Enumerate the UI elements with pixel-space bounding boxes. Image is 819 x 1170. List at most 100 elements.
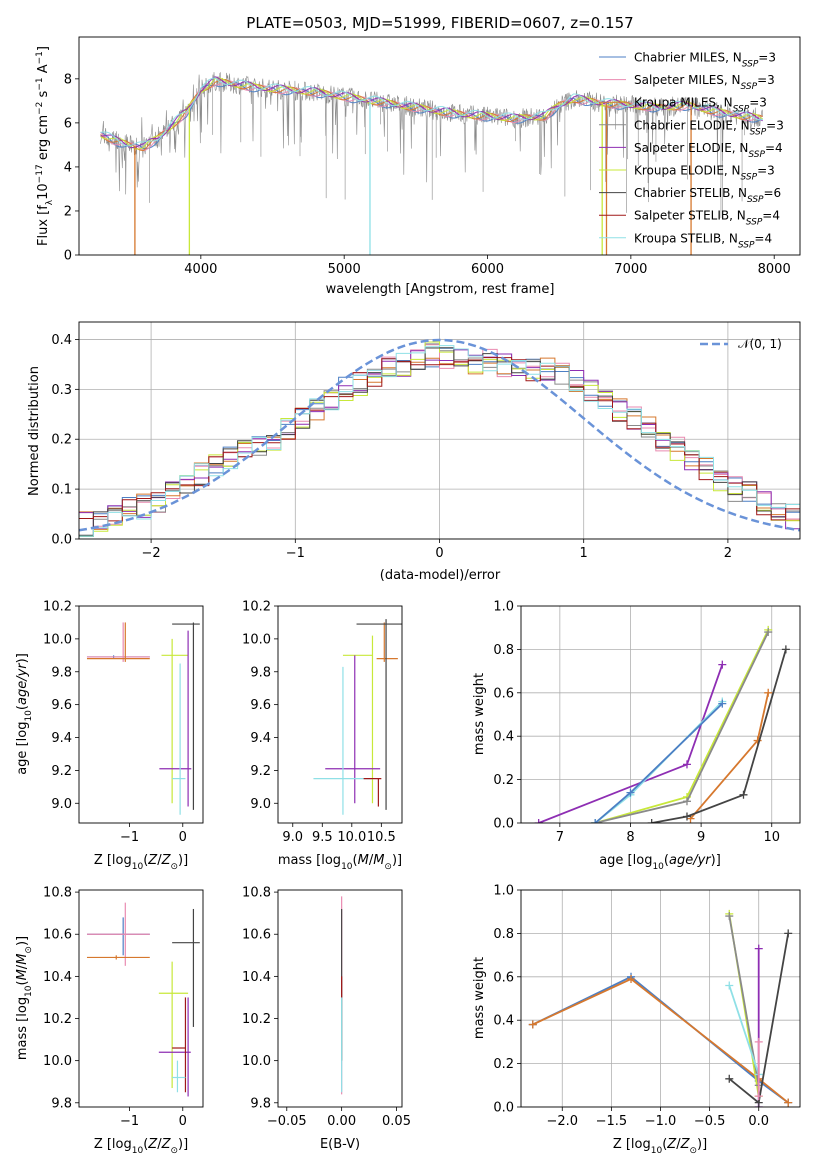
label-fragment: Kroupa MILES, N	[634, 96, 733, 110]
label-fragment: Salpeter STELIB, N	[634, 209, 746, 223]
label-fragment: 10	[24, 985, 34, 997]
y-tick-label: 10.4	[242, 970, 271, 985]
label-fragment: (	[143, 1137, 148, 1152]
label-fragment: =4	[762, 209, 780, 223]
label-fragment: =3	[749, 96, 767, 110]
label-fragment: Z	[147, 853, 158, 868]
data-point	[647, 819, 656, 823]
series-kroupa_miles	[532, 977, 789, 1104]
label-fragment: ]	[36, 46, 51, 51]
data-point	[528, 1020, 537, 1029]
y-tick-label: 10.0	[43, 1054, 72, 1069]
x-tick-label: 10	[763, 830, 780, 845]
label-fragment: )]	[178, 1137, 188, 1152]
y-tick-label: 10.0	[43, 632, 72, 647]
label-fragment: −1	[35, 51, 45, 64]
y-axis-label: age [log10(age/yr)]	[15, 653, 34, 775]
y-tick-label: 10.2	[242, 600, 271, 615]
legend-entry: Chabrier ELODIE, NSSP=3	[634, 118, 784, 137]
x-tick-label: 6000	[471, 262, 504, 277]
label-fragment: Chabrier STELIB, N	[634, 186, 747, 200]
label-fragment: −1	[35, 77, 45, 90]
label-fragment: M	[358, 853, 369, 868]
data-point	[725, 912, 734, 921]
x-tick-label: 10.5	[367, 830, 396, 845]
chart-spectrum: 4000 5000 6000 7000 8000 0 2 4 6 8 wavelength [Ang…	[35, 36, 801, 297]
data-point	[682, 797, 691, 806]
label-fragment: SSP	[733, 105, 750, 115]
legend-entry: Kroupa MILES, NSSP=3	[634, 96, 767, 115]
data-point	[784, 929, 793, 938]
plot-area	[100, 71, 764, 255]
label-fragment: ⊙	[170, 1146, 178, 1156]
series-normal-curve	[79, 338, 800, 532]
label-fragment: (	[664, 853, 669, 868]
label-fragment: SSP	[741, 82, 758, 92]
data-point	[754, 1092, 763, 1101]
label-fragment: =4	[754, 231, 772, 245]
label-fragment: =3	[757, 164, 775, 178]
label-fragment: age [log	[599, 853, 652, 868]
y-tick-label: 0.0	[51, 533, 72, 548]
label-fragment: /	[157, 853, 162, 868]
label-fragment: Flux [f	[36, 205, 51, 246]
series-kroupa_elodie	[594, 629, 770, 823]
legend-entry: Chabrier STELIB, NSSP=6	[634, 186, 781, 205]
y-tick-label: 10.2	[43, 600, 72, 615]
label-fragment: )]	[392, 853, 402, 868]
label-fragment: (	[15, 705, 30, 710]
x-tick-label: 1	[580, 546, 588, 561]
y-tick-label: 10.6	[242, 928, 271, 943]
plot-area	[313, 619, 402, 815]
label-fragment: M	[373, 853, 384, 868]
x-tick-label: −1	[286, 546, 305, 561]
label-fragment: (	[15, 980, 30, 985]
data-point	[591, 819, 600, 823]
label-fragment: /	[15, 964, 30, 969]
data-point	[718, 660, 727, 669]
x-tick-label: 9.0	[282, 830, 303, 845]
histogram-kroupa_stelib	[79, 345, 800, 537]
y-tick-label: 2	[64, 204, 72, 219]
label-fragment: Z	[161, 1137, 172, 1152]
x-tick-label: −1.5	[596, 1114, 628, 1129]
label-fragment: 10	[341, 862, 353, 872]
chart-mass-vs-Z: −1 09.810.010.210.410.610.8Z [log10(Z/Z⊙)…	[15, 886, 204, 1156]
x-tick-label: −2.0	[546, 1114, 578, 1129]
data-point	[781, 645, 790, 654]
label-fragment: /	[676, 1137, 681, 1152]
histogram-salpeter_stelib	[79, 357, 800, 522]
label-fragment: M	[15, 954, 30, 965]
y-tick-label: 0.6	[493, 970, 514, 985]
label-fragment: Z [log	[94, 853, 132, 868]
x-tick-label: 2	[724, 546, 732, 561]
label-fragment: =3	[766, 118, 784, 132]
x-axis-label: E(B-V)	[320, 1137, 360, 1152]
x-axis-label: wavelength [Angstrom, rest frame]	[326, 282, 555, 297]
x-axis-label: Z [log10(Z/Z⊙)]	[94, 853, 188, 872]
label-fragment: SSP	[747, 195, 764, 205]
x-tick-label: 10.0	[337, 830, 366, 845]
y-tick-label: 6	[64, 116, 72, 131]
y-tick-label: 10.4	[43, 970, 72, 985]
label-fragment: s	[36, 90, 51, 101]
label-fragment: =3	[758, 51, 776, 65]
label-fragment: )]	[711, 853, 721, 868]
label-fragment: SSP	[742, 60, 759, 70]
axes-frame	[78, 605, 204, 824]
y-tick-label: 0.0	[493, 817, 514, 832]
label-fragment: ⊙	[24, 946, 34, 954]
x-tick-label: 0	[179, 1114, 187, 1129]
label-fragment: Chabrier ELODIE, N	[634, 118, 750, 132]
series-model-salpeter_elodie	[100, 76, 763, 149]
label-fragment: SSP	[748, 150, 765, 160]
y-tick-label: 0.2	[493, 773, 514, 788]
label-fragment: SSP	[738, 240, 755, 250]
data-point	[725, 1074, 734, 1083]
y-axis-label: mass [log10(M/M⊙)]	[15, 936, 34, 1060]
y-axis-label: mass weight	[472, 957, 487, 1039]
y-tick-label: 10.0	[242, 1054, 271, 1069]
x-tick-label: 4000	[184, 262, 217, 277]
